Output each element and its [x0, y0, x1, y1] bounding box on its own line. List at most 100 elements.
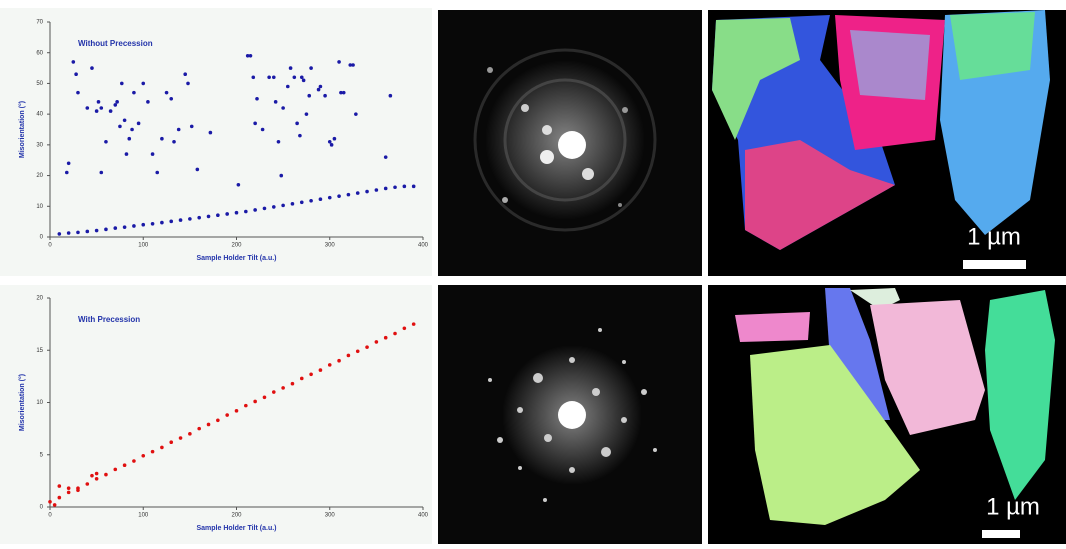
data-point — [354, 112, 358, 116]
data-point — [274, 100, 278, 104]
y-tick-label: 10 — [36, 400, 43, 406]
x-tick-label: 300 — [325, 513, 336, 519]
data-point — [412, 322, 416, 326]
data-point — [160, 446, 164, 450]
y-tick-label: 15 — [36, 348, 43, 354]
data-point — [95, 109, 99, 113]
y-tick-label: 40 — [36, 112, 43, 118]
data-point — [216, 418, 220, 422]
data-point — [330, 143, 334, 147]
data-point — [384, 187, 388, 191]
data-point — [291, 382, 295, 386]
data-point — [307, 94, 311, 98]
x-tick-label: 400 — [418, 513, 429, 519]
data-point — [74, 72, 78, 76]
data-point — [237, 183, 241, 187]
data-point — [309, 66, 313, 70]
data-point — [123, 118, 127, 122]
data-point — [255, 97, 259, 101]
data-point — [356, 191, 360, 195]
data-point — [351, 63, 355, 67]
data-point — [67, 161, 71, 165]
data-point — [99, 171, 103, 175]
data-point — [155, 171, 159, 175]
data-point — [207, 423, 211, 427]
data-point — [104, 228, 108, 232]
data-point — [337, 194, 341, 198]
data-point — [375, 188, 379, 192]
data-point — [86, 106, 90, 110]
data-point — [300, 75, 304, 79]
x-tick-label: 100 — [138, 513, 149, 519]
data-point — [186, 82, 190, 86]
y-tick-label: 60 — [36, 50, 43, 56]
data-point — [300, 377, 304, 381]
data-point — [319, 197, 323, 201]
data-point — [281, 106, 285, 110]
data-point — [123, 225, 127, 229]
chart-title: Without Precession — [78, 39, 153, 48]
data-point — [328, 140, 332, 144]
data-point — [197, 427, 201, 431]
data-point — [244, 210, 248, 214]
data-point — [97, 100, 101, 104]
data-point — [267, 75, 271, 79]
data-point — [127, 137, 131, 141]
data-point — [225, 413, 229, 417]
x-tick-label: 400 — [418, 243, 429, 249]
data-point — [113, 103, 117, 107]
data-point — [190, 125, 194, 129]
y-tick-label: 30 — [36, 142, 43, 148]
data-point — [253, 122, 257, 126]
data-point — [132, 91, 136, 95]
x-tick-label: 300 — [325, 243, 336, 249]
data-point — [151, 450, 155, 454]
data-point — [365, 345, 369, 349]
data-point — [146, 100, 150, 104]
data-point — [298, 134, 302, 138]
data-point — [300, 200, 304, 204]
x-tick-label: 100 — [138, 243, 149, 249]
data-point — [115, 100, 119, 104]
data-point — [375, 340, 379, 344]
data-point — [197, 216, 201, 220]
data-point — [95, 472, 99, 476]
data-point — [188, 217, 192, 221]
data-point — [286, 85, 290, 89]
data-point — [261, 128, 265, 132]
data-point — [67, 491, 71, 495]
data-point — [141, 454, 145, 458]
data-point — [183, 72, 187, 76]
data-point — [137, 122, 141, 126]
data-point — [179, 436, 183, 440]
data-point — [132, 459, 136, 463]
data-point — [272, 390, 276, 394]
data-point — [253, 208, 257, 212]
data-point — [305, 112, 309, 116]
data-point — [263, 395, 267, 399]
data-point — [58, 232, 62, 236]
data-point — [125, 152, 129, 156]
data-point — [225, 212, 229, 216]
chart-title: With Precession — [78, 315, 140, 324]
data-point — [58, 496, 62, 500]
data-point — [90, 474, 94, 478]
scale-label: 1 µm — [986, 493, 1040, 520]
data-point — [207, 215, 211, 219]
data-point — [295, 122, 299, 126]
data-point — [319, 368, 323, 372]
data-point — [132, 224, 136, 228]
data-point — [249, 54, 253, 58]
data-point — [141, 223, 145, 227]
data-point — [389, 94, 393, 98]
diffraction-top — [438, 10, 702, 276]
data-point — [302, 79, 306, 83]
data-point — [160, 137, 164, 141]
y-axis-label: Misorientation (°) — [18, 374, 26, 431]
data-point — [235, 409, 239, 413]
data-point — [76, 231, 80, 235]
data-point — [384, 155, 388, 159]
data-point — [179, 218, 183, 222]
x-axis-label: Sample Holder Tilt (a.u.) — [197, 525, 277, 532]
diffraction-bottom — [438, 285, 702, 544]
